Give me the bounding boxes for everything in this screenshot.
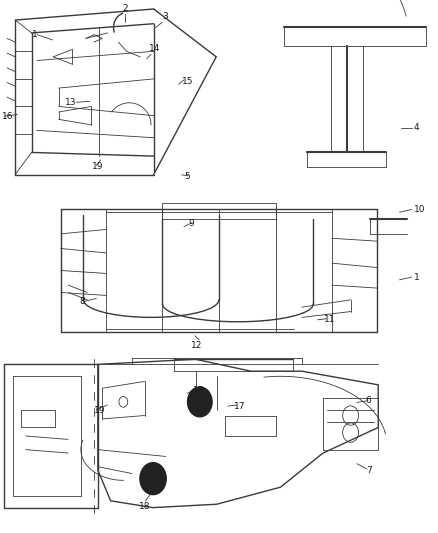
Text: 4: 4 [414, 124, 420, 132]
Text: 1: 1 [32, 30, 37, 39]
Text: 2: 2 [122, 4, 127, 13]
Text: 9: 9 [188, 220, 194, 228]
Text: 18: 18 [193, 386, 204, 394]
Text: 5: 5 [184, 173, 190, 181]
Text: 18: 18 [139, 502, 150, 511]
Bar [162, 203, 276, 219]
Text: 11: 11 [324, 316, 336, 324]
Text: 3: 3 [162, 12, 168, 21]
Circle shape [187, 387, 212, 417]
Text: 1: 1 [414, 273, 420, 281]
Circle shape [140, 463, 166, 495]
Text: 19: 19 [92, 162, 103, 171]
Text: 17: 17 [234, 402, 246, 410]
Text: 7: 7 [366, 466, 371, 474]
Text: 16: 16 [2, 112, 14, 120]
Text: 6: 6 [366, 397, 371, 405]
Text: 13: 13 [65, 98, 77, 107]
Text: 15: 15 [182, 77, 193, 85]
Text: 8: 8 [80, 297, 85, 305]
Text: 19: 19 [94, 406, 106, 415]
Text: 14: 14 [149, 44, 160, 53]
Text: 12: 12 [191, 341, 203, 350]
Text: 10: 10 [414, 205, 425, 214]
